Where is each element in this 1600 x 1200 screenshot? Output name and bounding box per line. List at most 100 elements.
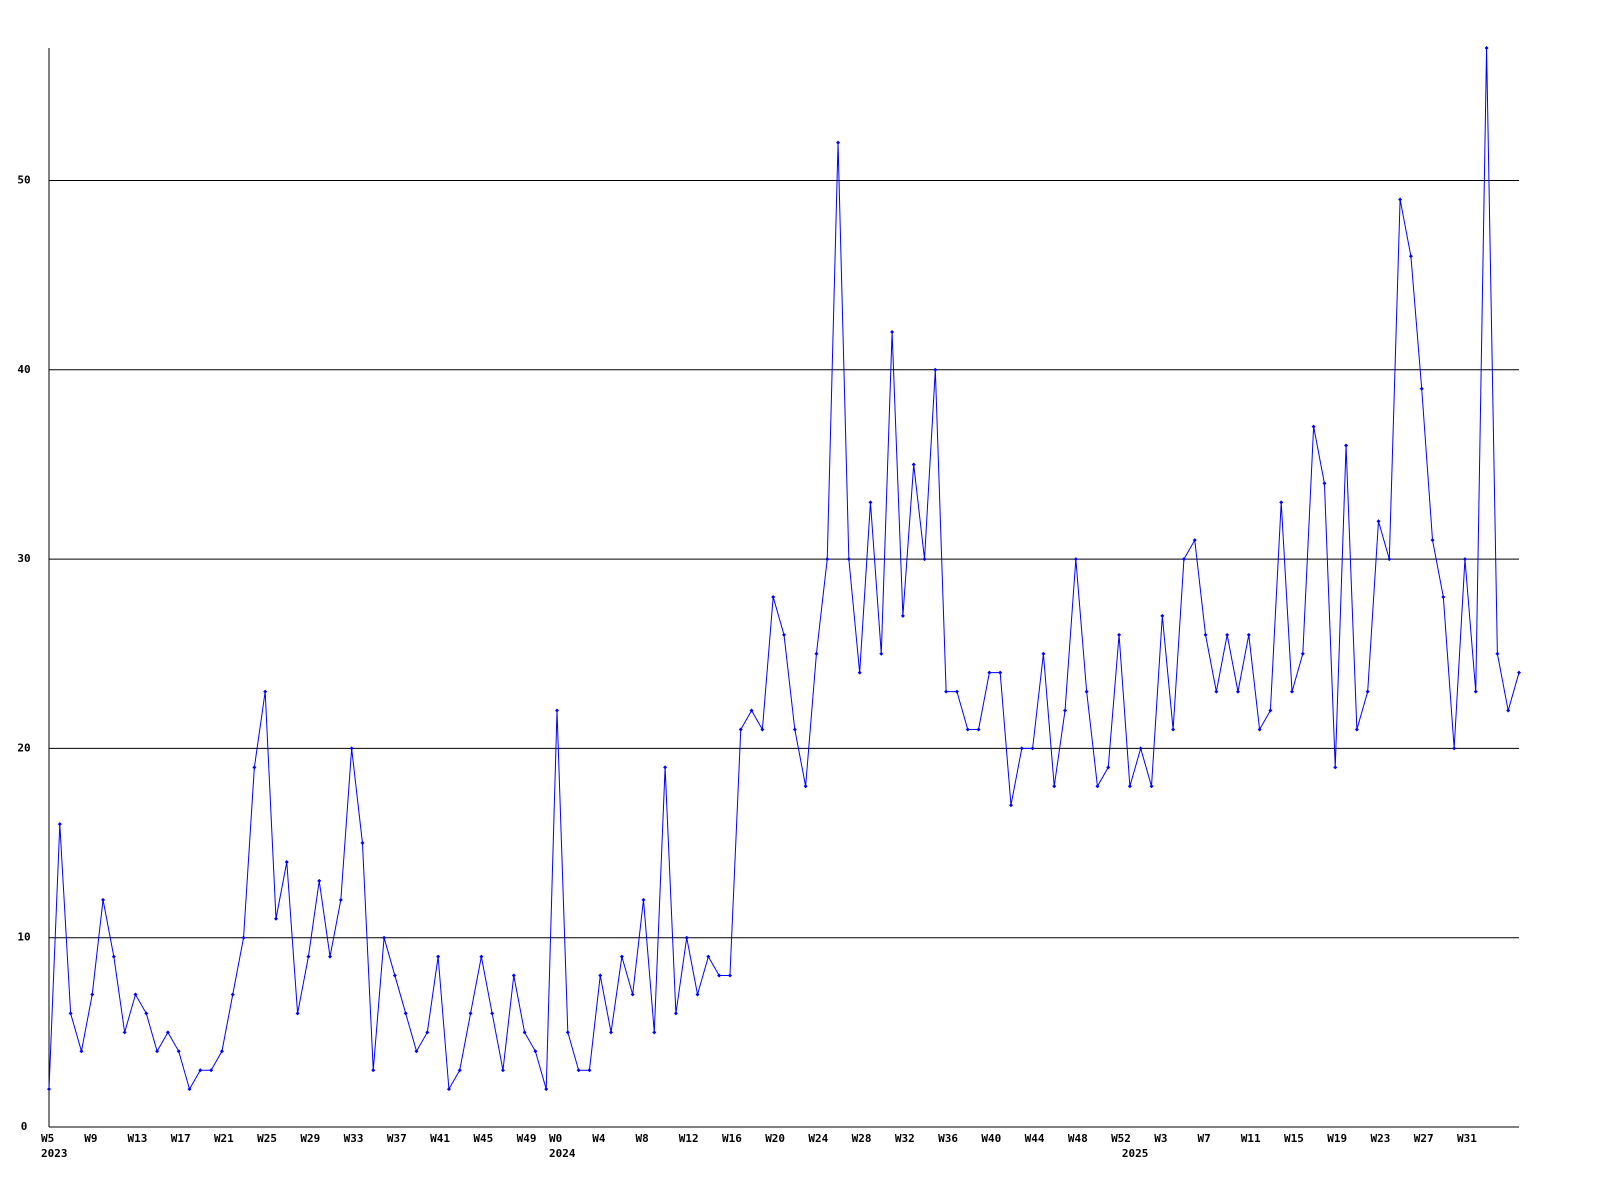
point-marker xyxy=(414,1049,419,1054)
point-marker xyxy=(198,1068,203,1073)
point-marker xyxy=(219,1049,224,1054)
x-tick-label: W3 xyxy=(1154,1132,1167,1145)
point-marker xyxy=(1311,424,1316,429)
point-marker xyxy=(1149,784,1154,789)
x-tick-label: W36 xyxy=(938,1132,958,1145)
point-marker xyxy=(1063,708,1068,713)
point-marker xyxy=(306,954,311,959)
x-tick-label: W4 xyxy=(592,1132,606,1145)
point-marker xyxy=(57,822,62,827)
x-tick-label: W8 xyxy=(635,1132,648,1145)
point-marker xyxy=(1279,500,1284,505)
point-marker xyxy=(446,1087,451,1092)
year-label: 2024 xyxy=(549,1147,576,1160)
point-marker xyxy=(555,708,560,713)
point-marker xyxy=(338,897,343,902)
point-marker xyxy=(490,1011,495,1016)
point-marker xyxy=(533,1049,538,1054)
y-tick-label: 0 xyxy=(21,1120,28,1133)
point-marker xyxy=(673,1011,678,1016)
point-marker xyxy=(1322,481,1327,486)
point-marker xyxy=(706,954,711,959)
x-tick-label: W5 xyxy=(41,1132,54,1145)
point-marker xyxy=(1300,651,1305,656)
point-marker xyxy=(825,557,830,562)
point-marker xyxy=(1235,689,1240,694)
point-marker xyxy=(1084,689,1089,694)
point-marker xyxy=(1257,727,1262,732)
point-marker xyxy=(382,935,387,940)
y-tick-label: 50 xyxy=(17,174,30,187)
point-marker xyxy=(468,1011,473,1016)
point-marker xyxy=(1333,765,1338,770)
x-tick-label: W25 xyxy=(257,1132,277,1145)
x-tick-label: W29 xyxy=(300,1132,320,1145)
point-marker xyxy=(122,1030,127,1035)
x-tick-label: W23 xyxy=(1370,1132,1390,1145)
point-marker xyxy=(954,689,959,694)
point-marker xyxy=(176,1049,181,1054)
point-marker xyxy=(425,1030,430,1035)
year-label: 2023 xyxy=(41,1147,68,1160)
point-marker xyxy=(1430,538,1435,543)
x-tick-label: W15 xyxy=(1284,1132,1304,1145)
y-tick-label: 30 xyxy=(17,552,30,565)
point-marker xyxy=(403,1011,408,1016)
x-tick-label: W31 xyxy=(1457,1132,1477,1145)
point-marker xyxy=(1376,519,1381,524)
point-marker xyxy=(933,367,938,372)
point-marker xyxy=(695,992,700,997)
point-marker xyxy=(1041,651,1046,656)
point-marker xyxy=(144,1011,149,1016)
point-marker xyxy=(1073,557,1078,562)
point-marker xyxy=(609,1030,614,1035)
x-tick-label: W0 xyxy=(549,1132,562,1145)
x-tick-label: W28 xyxy=(852,1132,872,1145)
point-marker xyxy=(457,1068,462,1073)
point-marker xyxy=(900,613,905,618)
point-marker xyxy=(630,992,635,997)
point-marker xyxy=(792,727,797,732)
y-tick-label: 20 xyxy=(17,741,30,754)
point-marker xyxy=(565,1030,570,1035)
point-marker xyxy=(1030,746,1035,751)
point-marker xyxy=(522,1030,527,1035)
point-marker xyxy=(879,651,884,656)
point-marker xyxy=(165,1030,170,1035)
x-tick-label: W49 xyxy=(517,1132,537,1145)
point-marker xyxy=(1290,689,1295,694)
point-marker xyxy=(814,651,819,656)
x-tick-label: W16 xyxy=(722,1132,742,1145)
point-marker xyxy=(760,727,765,732)
point-marker xyxy=(836,140,841,145)
point-marker xyxy=(187,1087,192,1092)
point-marker xyxy=(1106,765,1111,770)
x-tick-label: W11 xyxy=(1241,1132,1261,1145)
x-tick-label: W33 xyxy=(344,1132,364,1145)
year-label: 2025 xyxy=(1122,1147,1149,1160)
point-marker xyxy=(360,841,365,846)
point-marker xyxy=(771,594,776,599)
point-marker xyxy=(987,670,992,675)
point-marker xyxy=(1268,708,1273,713)
point-marker xyxy=(1008,803,1013,808)
point-marker xyxy=(1225,632,1230,637)
point-marker xyxy=(511,973,516,978)
point-marker xyxy=(1506,708,1511,713)
point-marker xyxy=(782,632,786,637)
point-marker xyxy=(544,1087,549,1092)
point-marker xyxy=(598,973,603,978)
point-marker xyxy=(1160,613,1165,618)
point-marker xyxy=(857,670,862,675)
point-marker xyxy=(1192,538,1197,543)
x-tick-label: W24 xyxy=(808,1132,828,1145)
point-marker xyxy=(1408,254,1413,259)
point-marker xyxy=(273,916,278,921)
point-marker xyxy=(944,689,949,694)
point-marker xyxy=(749,708,754,713)
point-marker xyxy=(101,897,106,902)
point-marker xyxy=(738,727,743,732)
point-marker xyxy=(252,765,257,770)
point-marker xyxy=(890,329,895,334)
point-marker xyxy=(1495,651,1500,656)
